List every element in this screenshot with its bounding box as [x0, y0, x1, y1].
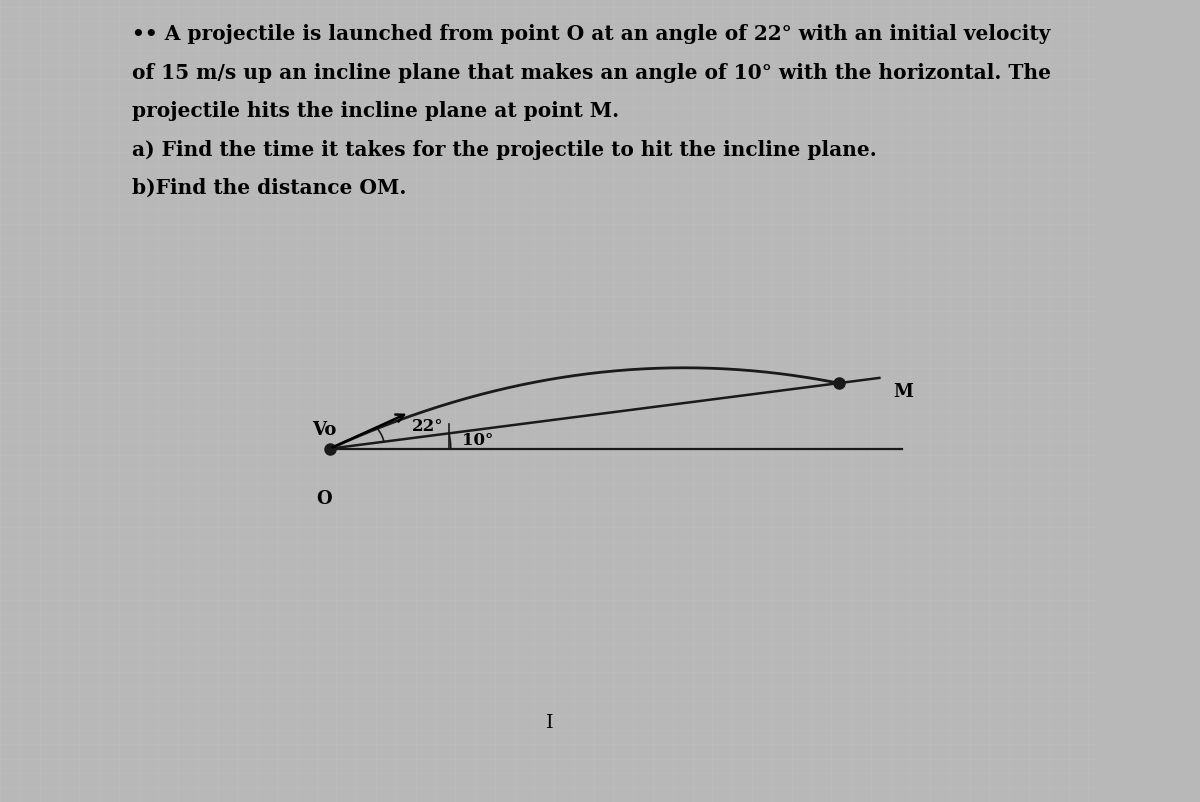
- Text: O: O: [317, 489, 332, 507]
- Text: I: I: [546, 713, 553, 731]
- Text: b)Find the distance OM.: b)Find the distance OM.: [132, 178, 407, 198]
- Text: of 15 m/s up an incline plane that makes an angle of 10° with the horizontal. Th: of 15 m/s up an incline plane that makes…: [132, 63, 1051, 83]
- Text: 22°: 22°: [412, 418, 444, 435]
- Text: a) Find the time it takes for the projectile to hit the incline plane.: a) Find the time it takes for the projec…: [132, 140, 877, 160]
- Text: M: M: [894, 383, 913, 401]
- Text: projectile hits the incline plane at point M.: projectile hits the incline plane at poi…: [132, 101, 619, 121]
- Text: 10°: 10°: [462, 431, 493, 448]
- Text: Vo: Vo: [312, 420, 336, 438]
- Text: •• A projectile is launched from point O at an angle of 22° with an initial velo: •• A projectile is launched from point O…: [132, 24, 1050, 44]
